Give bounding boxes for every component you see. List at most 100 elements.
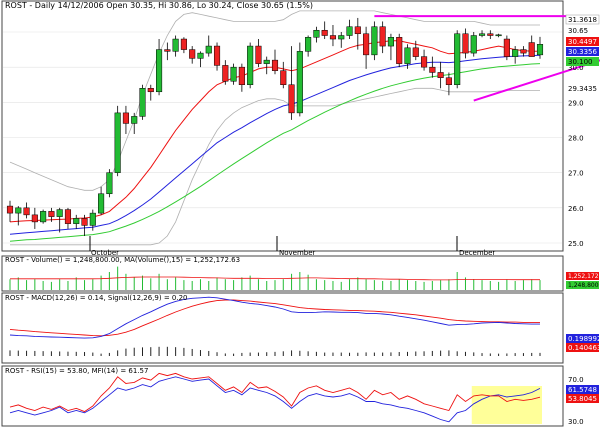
- label-macd: 0.198992: [568, 335, 600, 343]
- candle-down: [421, 56, 428, 68]
- candle-down: [354, 26, 361, 35]
- price-grid: [3, 31, 562, 244]
- candle-up: [56, 209, 63, 217]
- label-box-ma-green: [566, 57, 599, 66]
- month-label-october: October: [91, 249, 119, 257]
- candle-up: [114, 112, 121, 173]
- candle-down: [520, 49, 527, 54]
- label-box-ma-blue: [566, 47, 599, 56]
- rsi-highlight: [471, 386, 542, 424]
- label-ma-red: 30.4497: [568, 38, 597, 46]
- candle-up: [230, 66, 237, 82]
- candle-down: [164, 49, 171, 52]
- candle-up: [371, 26, 378, 56]
- candle-up: [40, 211, 47, 223]
- candle-up: [470, 35, 477, 54]
- candle-up: [15, 207, 22, 214]
- candle-up: [106, 172, 113, 195]
- month-label-november: November: [279, 249, 316, 257]
- candle-up: [247, 45, 254, 85]
- candlesticks: [6, 17, 544, 236]
- volume-ma: [10, 276, 540, 281]
- macd-histogram: [9, 346, 541, 356]
- macd-lines: [9, 296, 540, 339]
- candle-down: [412, 47, 419, 57]
- label-box-macd: [566, 334, 599, 343]
- candle-down: [429, 66, 436, 73]
- candle-up: [73, 218, 80, 224]
- candle-up: [197, 52, 204, 59]
- candle-down: [396, 37, 403, 64]
- bollinger-bands: [9, 10, 540, 246]
- candle-up: [536, 44, 544, 56]
- candle-up: [131, 116, 138, 124]
- price-tick-label: 28.0: [568, 135, 584, 143]
- price-tick-label: 26.0: [568, 205, 584, 213]
- candle-down: [379, 26, 386, 47]
- candle-down: [147, 88, 154, 93]
- candle-up: [512, 49, 519, 57]
- label-rsi: 53.8045: [568, 395, 597, 403]
- candle-down: [528, 42, 535, 57]
- candle-down: [363, 33, 370, 56]
- candle-down: [329, 35, 337, 40]
- candle-up: [263, 59, 270, 64]
- macd-header: ROST - MACD(12,26) = 0.14, Signal(12,26,…: [5, 294, 188, 302]
- candle-up: [98, 193, 105, 214]
- label-ma-green: 30.100: [568, 58, 593, 66]
- candle-up: [172, 38, 179, 52]
- candle-down: [238, 66, 245, 85]
- label-box-rsi: [566, 394, 599, 403]
- candle-down: [280, 70, 287, 86]
- volume-header: ROST - Volume() = 1,248,800.00, MA(Volum…: [5, 256, 240, 264]
- candle-down: [271, 59, 279, 71]
- month-label-december: December: [459, 249, 495, 257]
- right-axis-labels: 31.3618 30.65 30.4497 30.3356 30.100 29.…: [565, 14, 600, 426]
- candle-down: [288, 84, 295, 114]
- label-low: 29.3435: [568, 85, 597, 93]
- volume-ma-line: [10, 276, 540, 281]
- candle-down: [445, 77, 452, 86]
- label-box-signal: [566, 343, 599, 352]
- label-box-vol: [566, 281, 599, 289]
- signal-line: [9, 299, 540, 337]
- label-rsi-70: 70.0: [568, 376, 584, 384]
- candle-down: [321, 29, 328, 36]
- price-tick-label: 25.0: [568, 240, 584, 248]
- label-box-ma-red: [566, 37, 599, 46]
- candle-down: [23, 207, 30, 216]
- label-box-vol-ma: [566, 272, 599, 280]
- volume-panel: [1, 255, 564, 292]
- label-rsi-30: 30.0: [568, 418, 584, 426]
- candle-up: [313, 29, 320, 38]
- candle-down: [31, 214, 38, 223]
- candle-down: [48, 211, 55, 217]
- label-signal: 0.140463: [568, 344, 600, 352]
- price-panel: [1, 0, 564, 252]
- price-tick-label: 29.0: [568, 99, 584, 107]
- rsi-panel: [1, 365, 564, 427]
- candle-up: [205, 45, 212, 54]
- rsi-header: ROST - RSI(15) = 53.80, MFI(14) = 61.57: [5, 367, 148, 375]
- candle-up: [495, 34, 502, 37]
- label-mfi: 61.5748: [568, 386, 597, 394]
- upper-band: [9, 10, 540, 191]
- rsi-highlight-box: [471, 386, 542, 424]
- candle-up: [338, 35, 345, 40]
- candle-down: [503, 38, 510, 57]
- candle-up: [404, 47, 411, 64]
- macd-panel: [1, 292, 564, 364]
- mfi-line: [9, 376, 541, 423]
- label-vol-ma: 1,252,172: [568, 273, 599, 280]
- candle-up: [305, 37, 312, 52]
- candle-up: [387, 37, 394, 47]
- macd-line: [9, 296, 540, 339]
- candle-down: [189, 49, 196, 59]
- candle-up: [478, 33, 486, 36]
- label-box-mfi: [566, 385, 599, 394]
- candle-down: [122, 112, 129, 124]
- label-close: 30.65: [568, 27, 588, 35]
- candle-down: [213, 45, 221, 66]
- candle-down: [6, 205, 14, 214]
